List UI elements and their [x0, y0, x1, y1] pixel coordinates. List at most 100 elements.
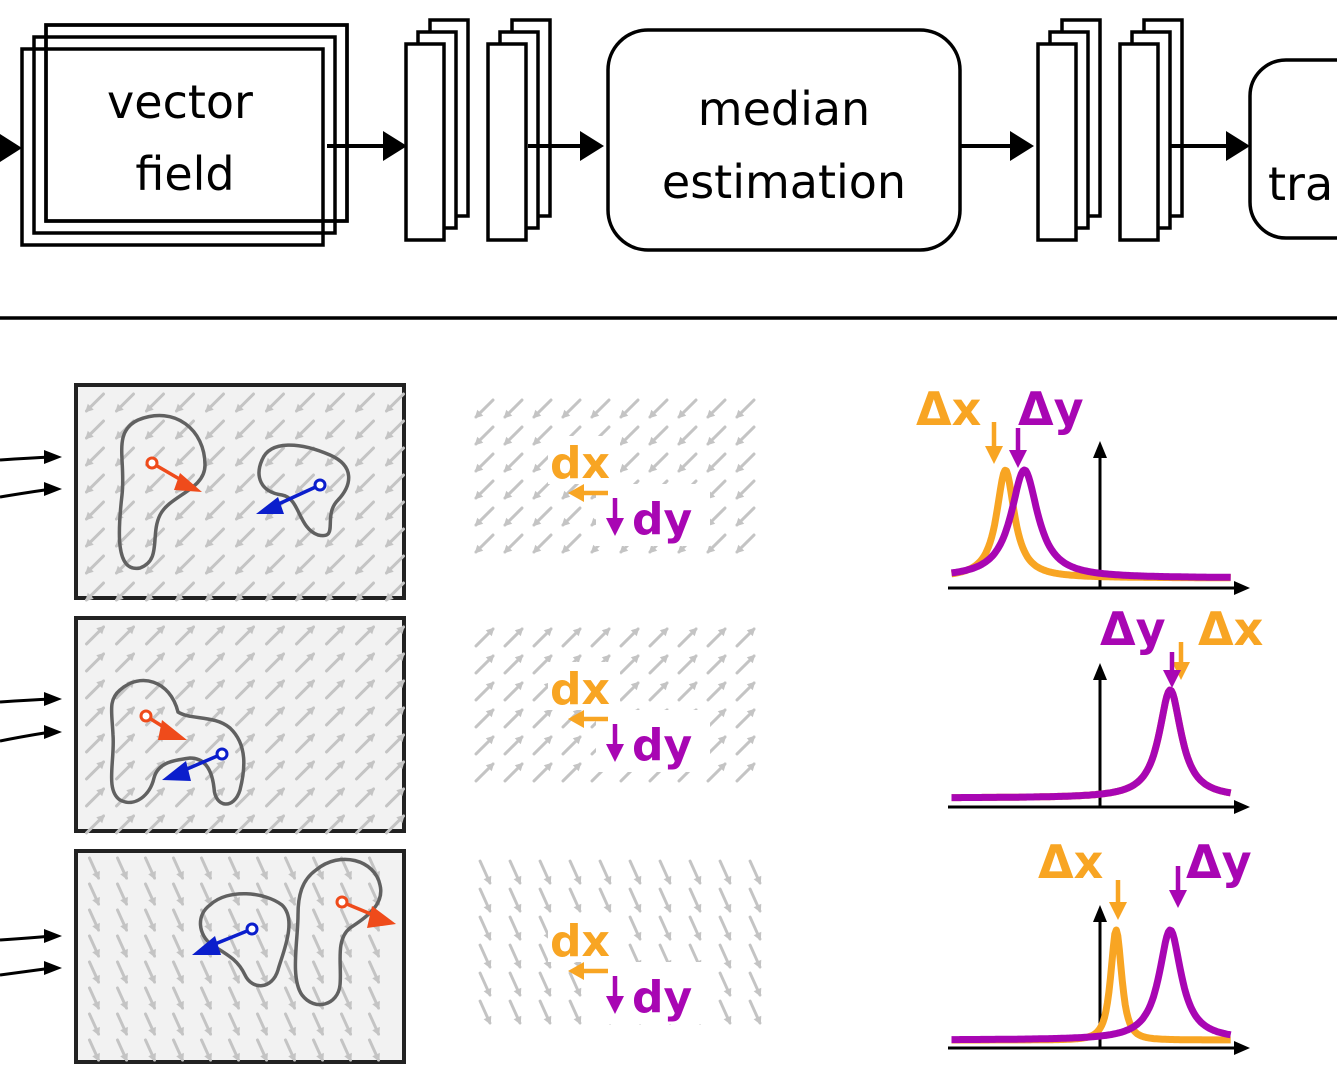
delta-x-label: Δx — [1198, 602, 1263, 656]
field-arrow-head — [603, 903, 612, 913]
x-axis — [948, 581, 1250, 595]
field-arrow-head — [175, 457, 184, 467]
field-arrow-head — [216, 679, 225, 689]
field-arrow-head — [235, 511, 244, 521]
field-arrow-head — [232, 896, 240, 906]
field-arrow-head — [663, 875, 672, 885]
field-arrow-head — [85, 511, 94, 521]
label-backdrop — [548, 914, 620, 962]
field-arrow-head — [235, 538, 244, 548]
field-arrow-head — [186, 706, 195, 716]
field-arrow-head — [148, 948, 156, 958]
input-arrow — [0, 134, 22, 162]
object-blob-right — [293, 857, 383, 1007]
field-arrow-head — [659, 654, 669, 664]
field-arrow-head — [175, 403, 184, 413]
field-arrow-head — [306, 787, 315, 797]
field-arrow-head — [677, 463, 687, 473]
field-arrow-head — [735, 436, 745, 446]
field-arrow-head — [372, 1000, 380, 1010]
field-arrow-head — [503, 436, 513, 446]
field-arrow-head — [723, 959, 732, 969]
field-arrow-head — [276, 706, 285, 716]
field-arrow-head — [532, 436, 542, 446]
delta-y-label: Δy — [1100, 602, 1166, 656]
field-arrow-head — [176, 948, 184, 958]
field-arrow-head — [503, 517, 513, 527]
field-arrow-head — [543, 903, 552, 913]
field-arrow-head — [723, 931, 732, 941]
field-arrow-head — [246, 706, 255, 716]
field-arrow-head — [246, 814, 255, 824]
field-arrow-head — [232, 1026, 240, 1036]
field-arrow-head — [561, 409, 571, 419]
arrow-to-stack-1 — [327, 131, 407, 161]
field-arrow-head — [723, 1015, 732, 1025]
field-arrow-head — [753, 931, 762, 941]
dx-distribution-curve — [949, 466, 1233, 582]
field-arrow-head — [572, 654, 582, 664]
label-backdrop — [548, 662, 620, 710]
field-arrow-head — [372, 948, 380, 958]
field-arrow-head — [92, 948, 100, 958]
field-arrow-head — [96, 760, 105, 770]
field-arrow-head — [96, 787, 105, 797]
field-arrow-head — [572, 627, 582, 637]
field-arrow-head — [120, 1026, 128, 1036]
field-arrow-head — [265, 430, 274, 440]
field-arrow-head — [385, 592, 394, 602]
field-arrow-head — [216, 706, 225, 716]
field-arrow-head — [145, 592, 154, 602]
field-arrow-head — [216, 760, 225, 770]
field-arrow-head — [276, 679, 285, 689]
field-arrow-head — [288, 870, 296, 880]
field-arrow-head — [601, 627, 611, 637]
field-arrow-head — [514, 681, 524, 691]
field-arrow-head — [145, 430, 154, 440]
field-arrow-head — [514, 627, 524, 637]
field-arrow-head — [126, 706, 135, 716]
vector-field-label-line1: vector — [107, 75, 253, 129]
field-arrow-head — [372, 1026, 380, 1036]
field-arrow-head — [513, 959, 522, 969]
dy-distribution-curve — [949, 686, 1233, 802]
delta-x-pointer — [1109, 880, 1127, 920]
field-arrow-head — [120, 922, 128, 932]
field-arrow-head — [706, 436, 716, 446]
field-arrow-head — [156, 787, 165, 797]
red-motion-arrow — [335, 895, 396, 928]
field-arrow-head — [735, 409, 745, 419]
field-arrow-head — [543, 762, 553, 772]
field-arrow-head — [483, 903, 492, 913]
field-arrow-head — [372, 1052, 380, 1062]
field-arrow-head — [648, 463, 658, 473]
field-arrow-head — [325, 457, 334, 467]
field-arrow-head — [92, 922, 100, 932]
field-arrow-head — [366, 814, 375, 824]
field-arrow-head — [235, 565, 244, 575]
field-arrow-head — [216, 814, 225, 824]
field-arrow-head — [717, 762, 727, 772]
field-arrow-head — [232, 948, 240, 958]
field-arrow-head — [265, 592, 274, 602]
dy-label: dy — [632, 720, 692, 771]
field-arrow-head — [503, 409, 513, 419]
field-arrow-head — [204, 1052, 212, 1062]
field-arrow-head — [659, 627, 669, 637]
field-arrow-head — [693, 875, 702, 885]
arrow-to-stack-2 — [960, 131, 1034, 161]
vector-field-label-line2: field — [135, 147, 234, 201]
dx-distribution-curve — [949, 926, 1233, 1044]
field-arrow-head — [503, 490, 513, 500]
field-arrow-head — [396, 760, 405, 770]
field-arrow-head — [204, 1026, 212, 1036]
field-arrow-head — [590, 409, 600, 419]
y-axis — [1093, 663, 1107, 807]
field-arrow-head — [306, 679, 315, 689]
field-arrow-head — [355, 484, 364, 494]
field-arrow-head — [276, 733, 285, 743]
field-arrow-head — [474, 463, 484, 473]
field-arrow-head — [572, 762, 582, 772]
field-arrow-head — [366, 760, 375, 770]
field-arrow-head — [246, 733, 255, 743]
